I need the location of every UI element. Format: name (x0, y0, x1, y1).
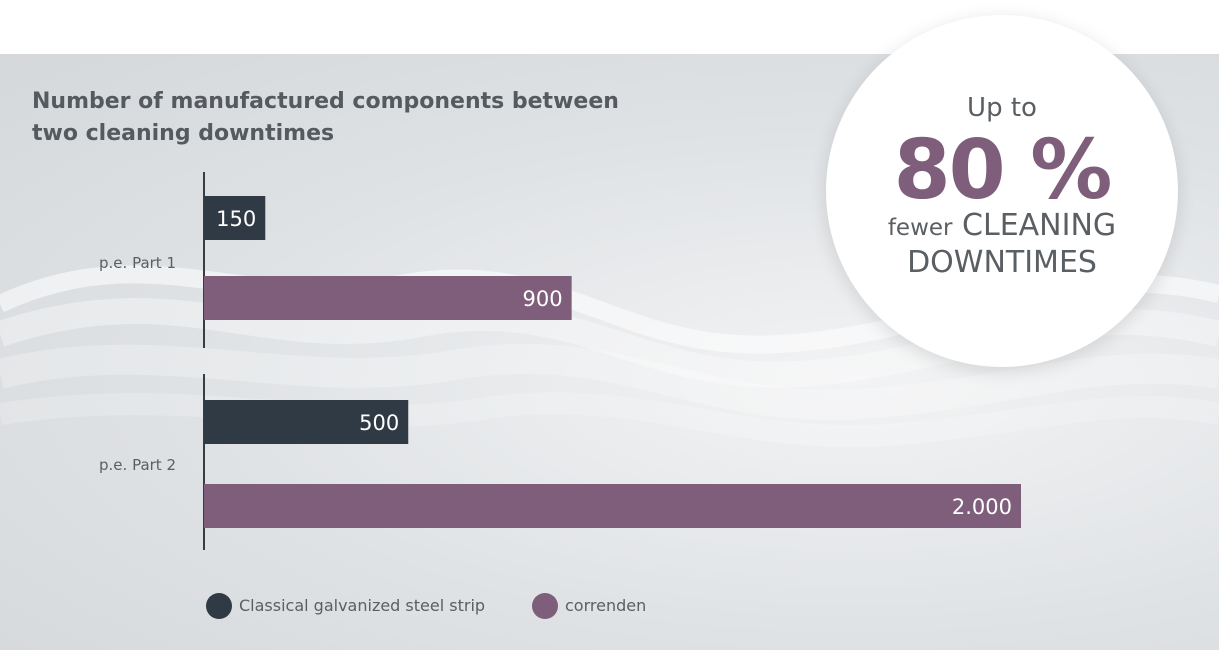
chart-title-line2: two cleaning downtimes (32, 121, 335, 146)
bar-value-label: 150 (216, 207, 256, 231)
badge-percentage: 80 % (893, 123, 1113, 218)
bar-value-label: 500 (359, 411, 399, 435)
badge-up-to: Up to (967, 93, 1037, 123)
legend-label-classical: Classical galvanized steel strip (239, 596, 486, 615)
category-label: p.e. Part 2 (99, 456, 176, 474)
legend-swatch-classical (206, 593, 232, 619)
bar (204, 196, 266, 240)
bar (204, 276, 572, 320)
badge-downtimes: DOWNTIMES (907, 245, 1097, 280)
bar-value-label: 2.000 (952, 495, 1012, 519)
highlight-badge: Up to 80 % fewer CLEANING DOWNTIMES (826, 15, 1178, 367)
legend-label-correnden: correnden (565, 596, 647, 615)
badge-line3: fewer CLEANING (826, 207, 1178, 247)
chart-title: Number of manufactured components betwee… (32, 86, 632, 150)
chart-title-line1: Number of manufactured components betwee… (32, 89, 619, 114)
bar (204, 400, 409, 444)
badge-cleaning: CLEANING (962, 208, 1117, 243)
bar (204, 484, 1021, 528)
bar-value-label: 900 (523, 287, 563, 311)
category-label: p.e. Part 1 (99, 254, 176, 272)
legend-swatch-correnden (532, 593, 558, 619)
badge-fewer: fewer (887, 215, 953, 241)
